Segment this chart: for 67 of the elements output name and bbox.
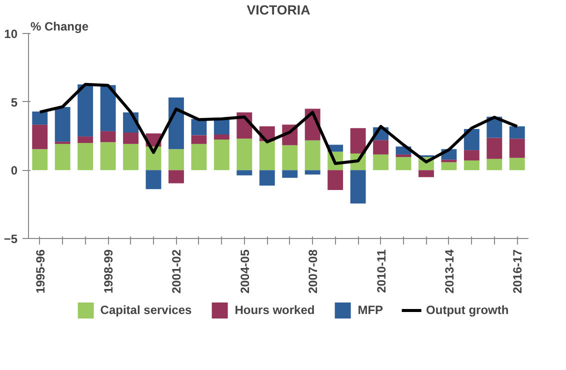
y-tick-label: −5: [4, 232, 18, 246]
bar: [191, 144, 207, 170]
x-tick-label: 1998-99: [102, 249, 116, 294]
bar: [373, 140, 388, 154]
bar: [418, 170, 434, 178]
bar: [54, 107, 70, 142]
x-tick-label: 2010-11: [374, 249, 388, 293]
bar: [100, 131, 116, 142]
bar: [214, 134, 230, 140]
bar: [396, 157, 412, 170]
bar: [486, 138, 502, 159]
bar: [464, 150, 480, 160]
x-tick-label: 2007-08: [306, 249, 320, 294]
y-tick-label: 10: [4, 27, 18, 41]
bar: [78, 142, 94, 170]
x-tick-label: 1995-96: [33, 249, 48, 294]
legend-label: Hours worked: [234, 303, 315, 317]
bar: [123, 144, 138, 170]
bar: [236, 170, 252, 176]
bar: [214, 140, 230, 170]
bar: [123, 132, 138, 144]
x-tick-label: 2001-02: [170, 249, 184, 294]
line-series: [38, 82, 519, 165]
bar: [259, 141, 275, 170]
bar: [32, 149, 48, 170]
bar: [350, 128, 366, 154]
bar: [282, 170, 298, 178]
y-tick-label: 5: [10, 95, 18, 110]
bar: [509, 158, 525, 170]
x-tick-label: 2013-14: [442, 249, 456, 294]
legend-label: MFP: [358, 303, 384, 317]
x-tick-label: 2016-17: [510, 249, 525, 294]
bar: [32, 112, 48, 125]
bar: [304, 140, 320, 170]
legend-label: Output growth: [426, 303, 509, 317]
bar: [54, 144, 70, 170]
bar: [441, 160, 457, 162]
bar: [78, 136, 94, 143]
bar: [78, 84, 94, 137]
bar: [282, 145, 298, 170]
y-axis-title: % Change: [30, 20, 89, 34]
bar: [168, 149, 184, 170]
bar: [191, 135, 207, 144]
bar: [191, 119, 207, 136]
bar: [464, 129, 480, 150]
bar: [100, 142, 116, 170]
bar: [146, 170, 162, 190]
bar: [32, 124, 48, 150]
chart-title: VICTORIA: [246, 2, 311, 18]
bar: [168, 170, 184, 184]
bar: [441, 162, 457, 170]
legend-label: Capital services: [100, 303, 192, 317]
bar: [486, 158, 502, 170]
bar: [350, 170, 366, 204]
x-tick-label: 2004-05: [238, 249, 252, 294]
bar: [100, 85, 116, 132]
bar: [236, 138, 252, 170]
bar: [509, 126, 525, 139]
y-tick-label: 0: [10, 164, 18, 178]
bar: [168, 97, 184, 150]
bar: [304, 170, 320, 175]
bar: [373, 154, 388, 170]
bar: [509, 138, 525, 158]
bar: [259, 170, 275, 186]
bar: [464, 160, 480, 170]
bar: [328, 170, 344, 190]
bar: [396, 154, 412, 158]
